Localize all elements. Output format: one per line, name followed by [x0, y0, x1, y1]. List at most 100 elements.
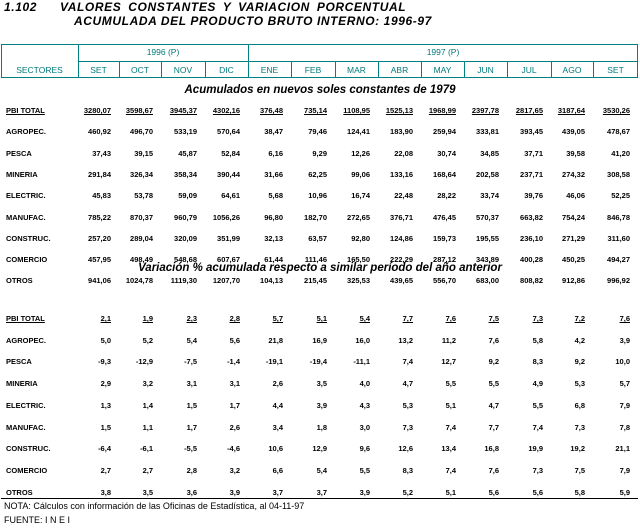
cell-value: 1,7	[229, 400, 240, 410]
sector-label: AGROPEC.	[6, 335, 47, 345]
section-title: Variación % acumulada respecto a similar…	[138, 262, 502, 274]
cell-value: 96,80	[264, 212, 283, 222]
cell-value: 1968,99	[428, 106, 456, 115]
cell-value: 5,3	[574, 379, 585, 389]
sector-label: MINERIA	[6, 169, 38, 179]
cell-value: 2,7	[100, 465, 111, 475]
cell-value: 92,80	[351, 233, 370, 243]
header-divider	[78, 61, 638, 62]
cell-value: 1207,70	[212, 276, 240, 286]
cell-value: 1056,26	[212, 212, 240, 222]
cell-value: 393,45	[520, 127, 543, 137]
cell-value: 19,9	[528, 444, 543, 454]
cell-value: 996,92	[607, 276, 630, 286]
cell-value: 735,14	[304, 106, 327, 115]
sector-label: PBI TOTAL	[6, 314, 45, 323]
cell-value: 21,8	[268, 335, 283, 345]
cell-value: 61,44	[264, 255, 283, 265]
cell-value: 13,2	[398, 335, 413, 345]
sector-header: SECTORES	[16, 65, 63, 75]
month-header: MAR	[347, 65, 366, 75]
cell-value: 195,55	[476, 233, 499, 243]
cell-value: -19,1	[265, 357, 283, 367]
cell-value: 663,82	[520, 212, 543, 222]
cell-value: 133,16	[390, 169, 413, 179]
cell-value: 272,65	[347, 212, 370, 222]
cell-value: 79,46	[308, 127, 327, 137]
cell-value: 390,44	[217, 169, 240, 179]
cell-value: 376,48	[260, 106, 283, 115]
cell-value: 32,13	[264, 233, 283, 243]
cell-value: 111,46	[304, 255, 327, 265]
cell-value: 3,9	[229, 487, 240, 497]
cell-value: 41,20	[611, 148, 630, 158]
section-title: Acumulados en nuevos soles constantes de…	[184, 84, 456, 96]
cell-value: 1,9	[142, 314, 153, 323]
cell-value: 183,90	[390, 127, 413, 137]
column-divider	[378, 61, 379, 78]
column-divider	[551, 61, 552, 78]
cell-value: 10,0	[615, 357, 630, 367]
cell-value: 5,1	[445, 487, 456, 497]
cell-value: 3,1	[186, 379, 197, 389]
cell-value: 4,2	[574, 335, 585, 345]
cell-value: 7,5	[574, 465, 585, 475]
cell-value: 22,08	[394, 148, 413, 158]
cell-value: 53,78	[134, 191, 153, 201]
cell-value: 3,0	[359, 422, 370, 432]
cell-value: -6,1	[140, 444, 153, 454]
cell-value: 846,78	[607, 212, 630, 222]
cell-value: 1,7	[186, 422, 197, 432]
cell-value: 478,67	[607, 127, 630, 137]
cell-value: 236,10	[520, 233, 543, 243]
cell-value: 222,29	[390, 255, 413, 265]
cell-value: 333,81	[476, 127, 499, 137]
column-divider	[205, 61, 206, 78]
cell-value: 308,58	[607, 169, 630, 179]
month-header: NOV	[173, 65, 193, 75]
cell-value: 5,3	[402, 400, 413, 410]
cell-value: 63,57	[308, 233, 327, 243]
cell-value: 5,7	[619, 379, 630, 389]
cell-value: 343,89	[476, 255, 499, 265]
cell-value: 9,2	[488, 357, 499, 367]
cell-value: 3,6	[186, 487, 197, 497]
cell-value: 34,85	[480, 148, 499, 158]
cell-value: 16,74	[351, 191, 370, 201]
cell-value: 39,58	[566, 148, 585, 158]
cell-value: 4,3	[359, 400, 370, 410]
cell-value: 5,2	[142, 335, 153, 345]
cell-value: 62,25	[308, 169, 327, 179]
cell-value: 7,2	[574, 314, 585, 323]
cell-value: 1108,95	[343, 106, 370, 115]
cell-value: 7,3	[574, 422, 585, 432]
cell-value: 3280,07	[83, 106, 111, 115]
sector-label: AGROPEC.	[6, 127, 47, 137]
cell-value: 5,5	[445, 379, 456, 389]
cell-value: 52,84	[221, 148, 240, 158]
cell-value: -11,1	[353, 357, 370, 367]
month-header: OCT	[131, 65, 149, 75]
cell-value: 1119,30	[170, 276, 197, 286]
cell-value: 22,48	[394, 191, 413, 201]
cell-value: 5,6	[229, 335, 240, 345]
cell-value: 533,19	[174, 127, 197, 137]
column-divider	[78, 44, 79, 78]
cell-value: 808,82	[520, 276, 543, 286]
cell-value: 287,12	[433, 255, 456, 265]
cell-value: 5,6	[532, 487, 543, 497]
cell-value: 7,7	[402, 314, 413, 323]
cell-value: 124,41	[347, 127, 370, 137]
sector-label: MINERIA	[6, 379, 38, 389]
cell-value: 1,5	[186, 400, 197, 410]
cell-value: 165,50	[347, 255, 370, 265]
sector-label: MANUFAC.	[6, 422, 46, 432]
cell-value: 3,7	[272, 487, 283, 497]
cell-value: 2,3	[186, 314, 197, 323]
sector-label: OTROS	[6, 487, 33, 497]
cell-value: 3,5	[142, 487, 153, 497]
cell-value: 12,7	[441, 357, 456, 367]
column-divider	[464, 61, 465, 78]
cell-value: 5,0	[100, 335, 111, 345]
